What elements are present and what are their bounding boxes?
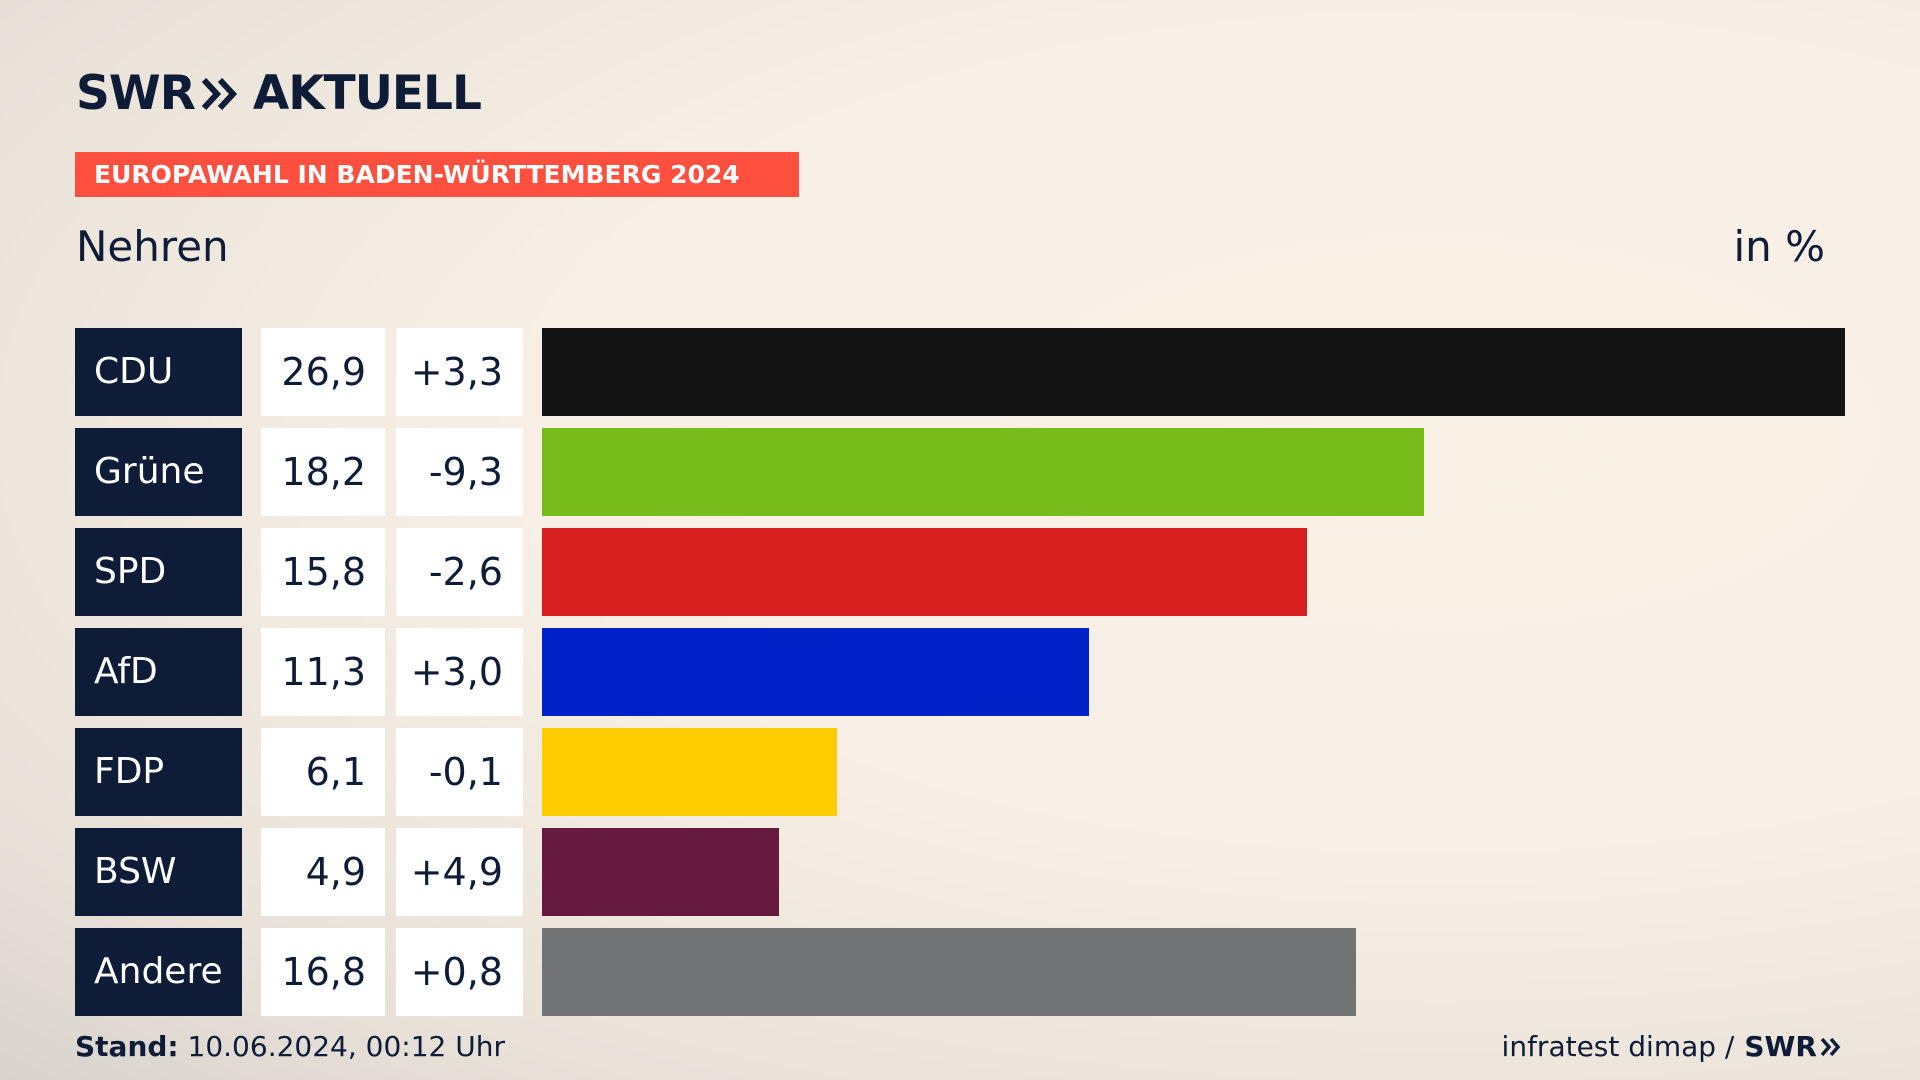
vote-share-change: +3,0 [396,628,523,716]
vote-share-value: 26,9 [261,328,385,416]
timestamp: Stand: 10.06.2024, 00:12 Uhr [75,1030,505,1063]
result-bar [542,928,1356,1016]
result-row: CDU 26,9 +3,3 [75,328,1845,416]
vote-share-change: -9,3 [396,428,523,516]
stand-value: 10.06.2024, 00:12 Uhr [187,1030,505,1063]
party-label: AfD [75,628,242,716]
result-bar [542,428,1424,516]
logo-aktuell-text: AKTUELL [252,66,482,121]
result-bar [542,828,779,916]
vote-share-value: 4,9 [261,828,385,916]
result-row: AfD 11,3 +3,0 [75,628,1845,716]
party-label: FDP [75,728,242,816]
result-row: SPD 15,8 -2,6 [75,528,1845,616]
region-title: Nehren [76,222,229,271]
vote-share-value: 18,2 [261,428,385,516]
vote-share-value: 6,1 [261,728,385,816]
result-row: Grüne 18,2 -9,3 [75,428,1845,516]
party-label: CDU [75,328,242,416]
source-text: infratest dimap / [1501,1030,1735,1063]
result-row: BSW 4,9 +4,9 [75,828,1845,916]
result-row: FDP 6,1 -0,1 [75,728,1845,816]
vote-share-change: +0,8 [396,928,523,1016]
vote-share-value: 15,8 [261,528,385,616]
swr-small-text: SWR [1744,1030,1817,1063]
result-row: Andere 16,8 +0,8 [75,928,1845,1016]
result-bar [542,528,1307,616]
vote-share-value: 11,3 [261,628,385,716]
result-bar [542,728,837,816]
vote-share-change: +3,3 [396,328,523,416]
swr-small-logo: SWR [1744,1030,1842,1063]
unit-label: in % [1733,222,1825,271]
party-label: BSW [75,828,242,916]
party-label: Grüne [75,428,242,516]
double-chevron-icon [201,77,239,111]
party-label: SPD [75,528,242,616]
vote-share-change: -0,1 [396,728,523,816]
vote-share-change: +4,9 [396,828,523,916]
stand-label: Stand: [75,1030,179,1063]
small-double-chevron-icon [1820,1037,1841,1056]
source-credit: infratest dimap / SWR [1502,1030,1842,1063]
vote-share-change: -2,6 [396,528,523,616]
election-banner: EUROPAWAHL IN BADEN-WÜRTTEMBERG 2024 [75,152,799,197]
vote-share-value: 16,8 [261,928,385,1016]
party-label: Andere [75,928,242,1016]
logo-swr-text: SWR [76,66,196,121]
swr-aktuell-logo: SWR AKTUELL [76,66,482,121]
result-bar [542,328,1845,416]
result-bar [542,628,1089,716]
